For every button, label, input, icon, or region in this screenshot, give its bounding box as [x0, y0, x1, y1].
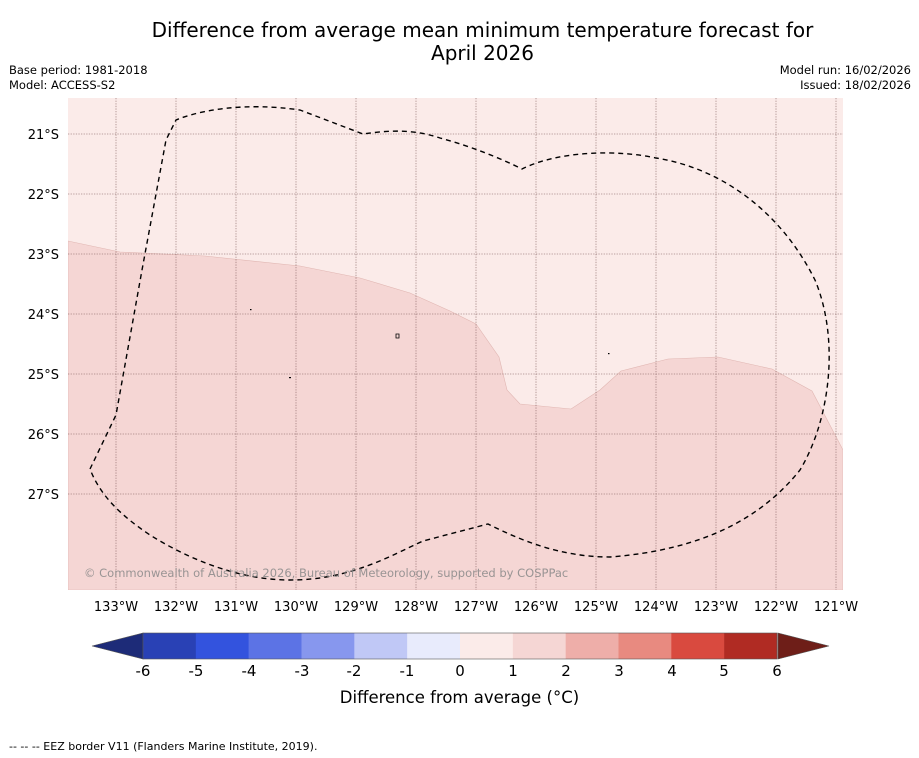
graticule — [68, 98, 843, 590]
colorbar: -6 -5 -4 -3 -2 -1 0 1 2 3 4 5 6 — [91, 632, 830, 680]
colorbar-tick-label: -4 — [242, 662, 257, 680]
colorbar-ticks: -6 -5 -4 -3 -2 -1 0 1 2 3 4 5 6 — [136, 662, 782, 680]
colorbar-segment — [143, 633, 197, 659]
lon-label: 126°W — [514, 600, 558, 615]
longitude-labels: 133°W 132°W 131°W 130°W 129°W 128°W 127°… — [94, 600, 858, 615]
chart-title: Difference from average mean minimum tem… — [0, 19, 919, 65]
colorbar-tick-label: -2 — [347, 662, 362, 680]
lat-label: 27°S — [28, 488, 59, 503]
lat-label: 21°S — [28, 128, 59, 143]
lat-label: 23°S — [28, 248, 59, 263]
colorbar-tick-label: -1 — [400, 662, 415, 680]
lat-label: 24°S — [28, 308, 59, 323]
eez-legend: -- -- -- EEZ border V11 (Flanders Marine… — [9, 740, 318, 753]
colorbar-segment — [248, 633, 302, 659]
colorbar-segments — [142, 632, 778, 660]
lon-label: 127°W — [454, 600, 498, 615]
lat-label: 25°S — [28, 368, 59, 383]
colorbar-segment — [301, 633, 355, 659]
title-line-2: April 2026 — [431, 41, 534, 65]
colorbar-under-arrow — [91, 632, 144, 660]
lon-label: 133°W — [94, 600, 138, 615]
colorbar-tick-label: 6 — [772, 662, 782, 680]
colorbar-tick-label: 1 — [508, 662, 518, 680]
colorbar-over-arrow — [777, 632, 830, 660]
colorbar-label: Difference from average (°C) — [339, 688, 580, 707]
colorbar-segment — [407, 633, 461, 659]
colorbar-tick-label: 3 — [614, 662, 624, 680]
colorbar-segment — [460, 633, 514, 659]
lon-label: 129°W — [334, 600, 378, 615]
map-area: © Commonwealth of Australia 2026, Bureau… — [68, 98, 843, 590]
colorbar-tick-label: 4 — [667, 662, 677, 680]
lon-label: 123°W — [694, 600, 738, 615]
title-line-1: Difference from average mean minimum tem… — [151, 18, 814, 42]
lon-label: 122°W — [754, 600, 798, 615]
lon-label: 121°W — [814, 600, 858, 615]
meta-right: Model run: 16/02/2026 Issued: 18/02/2026 — [780, 63, 911, 93]
model-name: Model: ACCESS-S2 — [9, 78, 116, 92]
eez-border — [89, 106, 830, 581]
colorbar-segment — [195, 633, 249, 659]
colorbar-tick-label: 2 — [561, 662, 571, 680]
colorbar-segment — [565, 633, 619, 659]
colorbar-segment — [512, 633, 566, 659]
meta-left: Base period: 1981-2018 Model: ACCESS-S2 — [9, 63, 148, 93]
colorbar-frame — [142, 632, 778, 660]
copyright-notice: © Commonwealth of Australia 2026, Bureau… — [84, 566, 568, 580]
anomaly-band-1-2 — [68, 240, 843, 590]
colorbar-segment — [724, 633, 778, 659]
issued-date: Issued: 18/02/2026 — [800, 78, 911, 92]
latitude-labels: 21°S 22°S 23°S 24°S 25°S 26°S 27°S — [28, 128, 59, 503]
colorbar-tick-label: -3 — [295, 662, 310, 680]
colorbar-segment — [354, 633, 408, 659]
lon-label: 124°W — [634, 600, 678, 615]
model-run: Model run: 16/02/2026 — [779, 63, 911, 77]
colorbar-tick-label: 5 — [719, 662, 729, 680]
lon-label: 132°W — [154, 600, 198, 615]
lon-label: 128°W — [394, 600, 438, 615]
lon-label: 131°W — [214, 600, 258, 615]
colorbar-tick-label: -6 — [136, 662, 151, 680]
lat-label: 22°S — [28, 188, 59, 203]
island-markers — [250, 309, 610, 379]
base-period: Base period: 1981-2018 — [9, 63, 148, 77]
lon-label: 130°W — [274, 600, 318, 615]
colorbar-tick-label: -5 — [189, 662, 204, 680]
colorbar-segment — [618, 633, 672, 659]
lat-label: 26°S — [28, 428, 59, 443]
lon-label: 125°W — [574, 600, 618, 615]
colorbar-segment — [671, 633, 725, 659]
colorbar-tick-label: 0 — [455, 662, 465, 680]
